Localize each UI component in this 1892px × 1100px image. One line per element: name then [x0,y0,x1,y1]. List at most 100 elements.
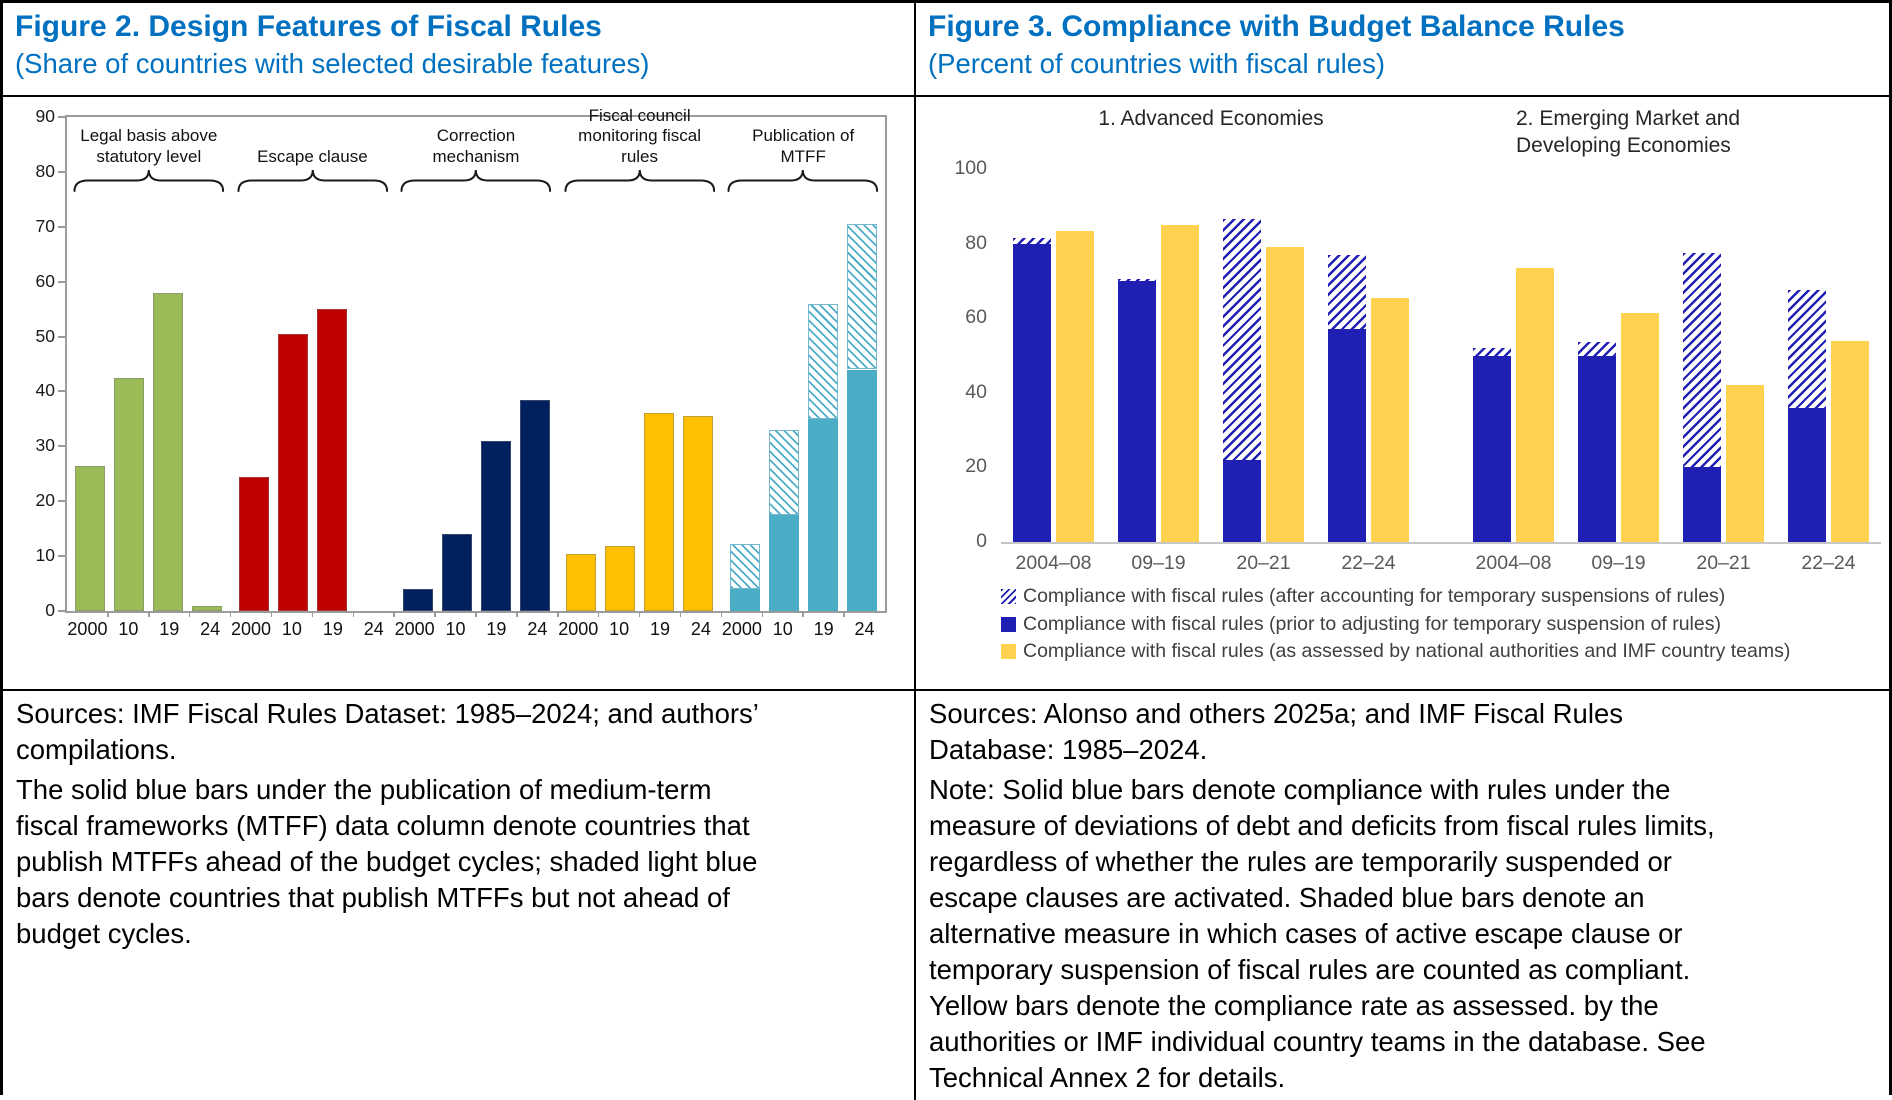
bar-compliance-hatched-segment [1223,219,1261,460]
bar-19 [153,292,184,611]
bar-10 [277,333,308,611]
bar-mtff-solid-segment [768,514,799,611]
bar-10 [114,377,145,611]
x-axis-tick [761,611,764,617]
figure2-source-note: Sources: IMF Fiscal Rules Dataset: 1985–… [16,698,759,766]
bar-compliance-20–21 [1223,219,1261,542]
bar-compliance-2004–08 [1013,238,1051,542]
bar-compliance-solid-segment [1328,329,1366,542]
y-axis-label: 40 [965,380,987,403]
x-axis-label: 22–24 [1801,552,1856,574]
bar-assessed-09–19 [1621,312,1659,542]
x-axis-label: 2000 [721,619,762,639]
y-axis-tick [58,225,66,228]
y-axis-label: 10 [35,545,55,566]
x-axis-tick [393,611,395,617]
bar-19 [316,309,347,611]
bar-compliance-solid-segment [1118,280,1156,542]
x-axis-tick [720,611,723,617]
bar-assessed-2004–08 [1516,267,1554,542]
x-axis-label: 19 [813,619,834,639]
bar-mtff-10 [768,429,799,611]
x-axis-label: 2004–08 [1475,552,1552,574]
figure3-title: Figure 3. Compliance with Budget Balance… [928,10,1625,43]
x-axis-tick [557,611,559,617]
bar-mtff-solid-segment [729,589,760,611]
y-axis-tick [58,116,66,118]
y-axis-label: 50 [35,325,55,346]
y-axis-tick [58,555,66,558]
figure3-source-note: Sources: Alonso and others 2025a; and IM… [929,698,1623,766]
bar-compliance-2004–08 [1473,348,1511,542]
legend-swatch-solid-yellow [1001,644,1016,659]
x-axis-tick [597,611,600,617]
bar-compliance-hatched-segment [1578,342,1616,356]
legend-swatch-hatched-navy [1001,589,1016,604]
x-axis-tick [638,611,641,617]
bar-compliance-solid-segment [1788,407,1826,542]
x-axis-tick [802,611,804,617]
figure2-notes: Sources: IMF Fiscal Rules Dataset: 1985–… [3,691,916,1100]
group-brace [400,169,552,192]
bar-2000 [402,589,433,611]
bar-mtff-hatched-segment [846,224,877,370]
legend-label: Compliance with fiscal rules (after acco… [1023,585,1726,607]
figure3-header: Figure 3. Compliance with Budget Balance… [916,3,1889,97]
bar-10 [441,534,472,611]
x-axis-label: 10 [772,619,793,639]
bar-assessed-20–21 [1266,247,1304,542]
x-axis-label: 19 [159,619,180,639]
x-axis-label: 19 [322,619,343,639]
bar-compliance-22–24 [1788,290,1826,542]
x-axis-label: 10 [118,619,139,639]
x-axis-label: 2004–08 [1015,552,1092,574]
figure3-plot: 0 20 40 60 80 100 2004–08 09–19 20–21 22–24 2004–0… [954,157,1881,574]
x-axis-label: 24 [363,619,384,639]
x-axis-label: 24 [200,619,221,639]
group-brace [237,169,388,192]
x-axis-label: 2000 [67,619,108,639]
bar-assessed-20–21 [1726,385,1764,542]
y-axis-label: 20 [965,455,987,478]
bar-compliance-hatched-segment [1788,290,1826,408]
x-axis-tick [679,611,682,617]
figure3-note: Note: Solid blue bars denote compliance … [929,774,1715,1094]
y-axis-tick [58,335,66,338]
bar-mtff-solid-segment [807,418,838,611]
bar-compliance-solid-segment [1013,243,1051,542]
bar-mtff-2000 [729,543,760,611]
bar-compliance-09–19 [1578,342,1616,542]
group-label: Fiscal council monitoring fiscal rules [578,105,701,166]
group-label: Legal basis above statutory level [80,126,218,166]
x-axis-tick [843,611,845,617]
x-axis-label: 10 [281,619,302,639]
x-axis-label: 20–21 [1236,552,1291,574]
figure3-subtitle: (Percent of countries with fiscal rules) [928,47,1385,79]
x-axis-label: 10 [609,619,630,639]
figure2-header: Figure 2. Design Features of Fiscal Rule… [3,3,916,97]
x-axis-tick [516,611,518,617]
bar-compliance-solid-segment [1683,467,1721,542]
bar-compliance-solid-segment [1473,355,1511,542]
figure2-plot: 0 10 20 30 40 50 60 70 80 90 Legal basis above stat… [36,105,887,639]
y-axis-label: 30 [35,435,55,456]
y-axis-label: 70 [35,215,55,236]
bar-assessed-09–19 [1161,224,1199,542]
group-label: Publication of MTFF [752,126,855,166]
bar-mtff-19 [807,303,838,611]
bar-compliance-09–19 [1118,279,1156,542]
bar-2000 [566,554,597,611]
x-axis-tick [475,611,477,617]
x-axis-label: 2000 [558,619,599,639]
bar-compliance-hatched-segment [1473,348,1511,356]
legend-item: Compliance with fiscal rules (prior to a… [1001,613,1721,636]
y-axis-label: 0 [45,600,55,620]
bar-mtff-solid-segment [846,369,877,611]
x-axis-tick [270,611,273,617]
bar-24 [683,416,714,611]
x-axis-tick [188,611,191,617]
y-axis-label: 100 [954,157,987,179]
group-brace [564,169,715,192]
y-axis-label: 0 [976,530,987,552]
x-axis-tick [107,611,109,617]
